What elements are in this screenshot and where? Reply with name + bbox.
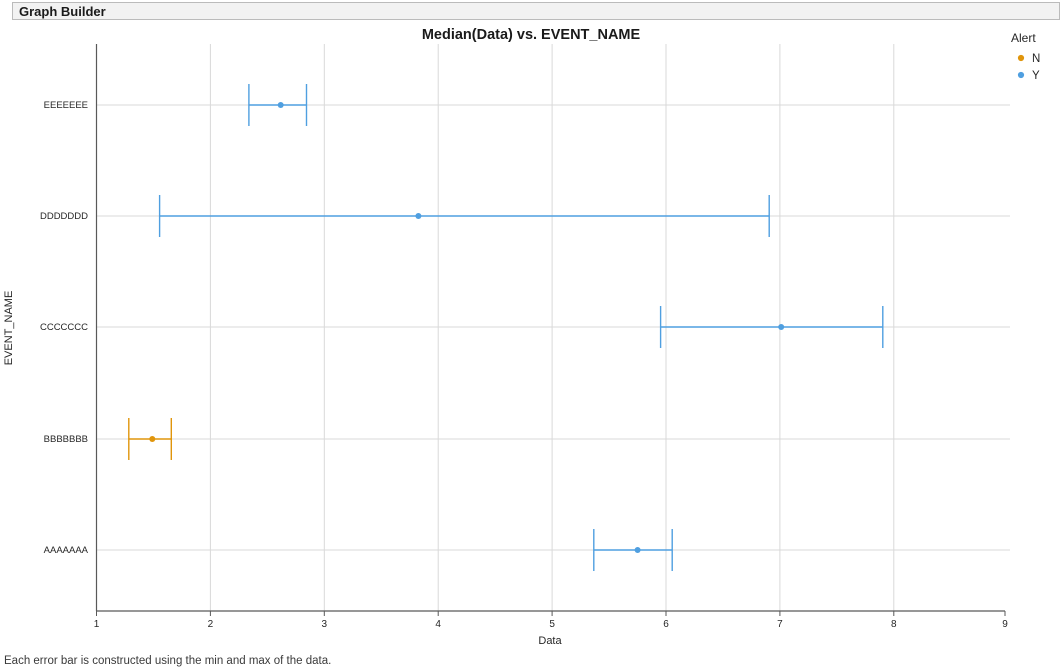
svg-text:4: 4: [435, 619, 441, 630]
svg-text:Alert: Alert: [1011, 31, 1036, 45]
svg-text:9: 9: [1002, 619, 1008, 630]
svg-text:1: 1: [94, 619, 100, 630]
svg-text:CCCCCCC: CCCCCCC: [40, 322, 88, 333]
svg-text:BBBBBBB: BBBBBBB: [44, 434, 88, 445]
svg-text:5: 5: [549, 619, 555, 630]
svg-text:8: 8: [891, 619, 897, 630]
svg-text:2: 2: [208, 619, 214, 630]
svg-text:DDDDDDD: DDDDDDD: [40, 211, 88, 222]
svg-text:EVENT_NAME: EVENT_NAME: [3, 291, 15, 366]
svg-text:EEEEEEE: EEEEEEE: [44, 100, 88, 111]
svg-text:N: N: [1032, 53, 1040, 65]
svg-text:3: 3: [322, 619, 328, 630]
svg-text:Y: Y: [1032, 70, 1040, 82]
svg-text:AAAAAAA: AAAAAAA: [44, 545, 89, 556]
svg-text:Data: Data: [538, 635, 562, 647]
svg-text:7: 7: [777, 619, 783, 630]
svg-text:6: 6: [663, 619, 669, 630]
